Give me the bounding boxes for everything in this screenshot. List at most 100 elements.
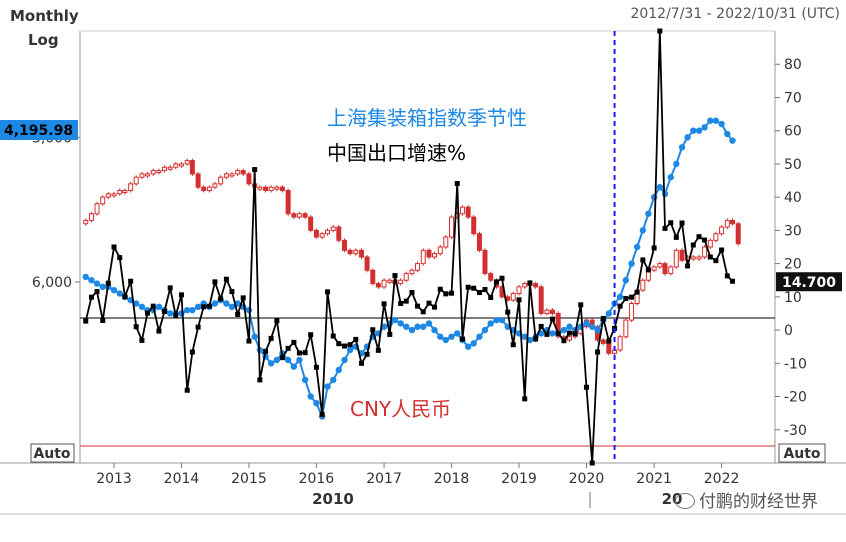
cny-candle (409, 269, 415, 275)
container-index-point (420, 323, 427, 330)
cny-candle (398, 279, 404, 285)
cny-series (83, 158, 741, 356)
container-index-point (437, 333, 444, 340)
container-index-point (403, 323, 410, 330)
export-growth-point (206, 303, 212, 309)
export-growth-point (308, 332, 314, 338)
cny-candle (522, 283, 528, 288)
x-tick-label: 2019 (501, 471, 537, 487)
container-index-point (724, 130, 731, 138)
container-index-point (223, 300, 230, 307)
cny-candle (555, 312, 561, 338)
right-tick-label: 60 (784, 124, 802, 140)
export-growth-point (606, 338, 612, 344)
cny-candle (623, 319, 629, 338)
cny-candle (729, 219, 735, 225)
right-tick-label: 30 (784, 223, 802, 239)
cny-candle (195, 173, 201, 188)
container-index-point (324, 383, 331, 390)
export-growth-point (381, 301, 387, 307)
right-auto-button[interactable] (778, 443, 826, 463)
export-growth-point (449, 290, 455, 296)
cny-candle (690, 256, 696, 260)
cny-candle (218, 176, 224, 185)
container-index-point (245, 306, 253, 314)
left-auto-button[interactable] (30, 443, 75, 463)
cny-candle (476, 233, 482, 251)
cny-candle (662, 263, 668, 275)
export-growth-point (629, 294, 635, 300)
cny-candle (173, 163, 179, 168)
cny-candle (640, 279, 646, 291)
container-index-point (307, 393, 314, 400)
export-growth-point (471, 285, 477, 291)
export-growth-point (370, 327, 376, 333)
cny-candle (229, 173, 235, 177)
cny-candle (206, 186, 212, 192)
export-growth-point (161, 308, 167, 314)
export-growth-point (387, 331, 393, 337)
cny-candle (133, 176, 139, 185)
cny-candle (387, 279, 393, 283)
export-growth-point (173, 313, 179, 319)
export-growth-point (673, 234, 679, 240)
cny-candle (696, 256, 702, 260)
cny-candle (139, 173, 145, 178)
export-growth-point (313, 364, 319, 370)
cny-candle (657, 263, 663, 268)
container-index-point (391, 316, 399, 324)
export-growth-point (533, 336, 539, 342)
cny-candle (533, 283, 539, 288)
export-growth-point (420, 309, 426, 315)
container-index-point (712, 117, 720, 124)
cny-candle (510, 293, 516, 301)
export-growth-point (229, 289, 235, 295)
cny-candle (415, 263, 421, 271)
cny-candle (150, 170, 156, 175)
cny-candle (353, 249, 359, 255)
cny-candle (240, 170, 246, 175)
right-value-badge-text: 14.700 (782, 275, 836, 291)
cny-candle (437, 246, 443, 255)
export-growth-point (279, 355, 285, 361)
container-index-point (414, 323, 421, 330)
export-growth-point (94, 289, 100, 295)
container-index-point (431, 326, 438, 334)
cny-candle (359, 249, 365, 258)
export-growth-point (707, 254, 713, 260)
left-value-badge (0, 120, 78, 140)
cny-candle (257, 186, 263, 190)
export-growth-point (713, 258, 719, 264)
export-growth-point (156, 328, 162, 334)
x-tick-label: 2013 (96, 471, 132, 487)
export-growth-point (353, 336, 359, 342)
right-tick-label: 80 (784, 57, 802, 73)
container-index-point (194, 303, 202, 311)
x-tick-label: 2021 (636, 471, 672, 487)
decade-label: 2010 (312, 490, 354, 508)
container-index-point (605, 310, 613, 317)
cny-candle (161, 166, 167, 172)
export-growth-point (336, 341, 342, 347)
container-index-point (341, 356, 348, 364)
cny-candle (443, 236, 449, 248)
export-growth-point (679, 220, 685, 226)
export-growth-point (443, 291, 449, 297)
export-growth-point (459, 336, 465, 342)
cny-candle (274, 186, 280, 190)
x-tick-label: 2020 (569, 471, 605, 487)
export-growth-point (437, 286, 443, 292)
export-growth-point (274, 318, 280, 324)
x-tick-label: 2015 (231, 471, 267, 487)
cny-candle (285, 190, 291, 215)
watermark: 付鹏的财经世界 (675, 487, 818, 512)
export-growth-point (432, 304, 438, 310)
cny-candle (420, 249, 426, 265)
export-growth-point (549, 316, 555, 322)
export-growth-point (291, 339, 297, 345)
export-growth-point (505, 309, 511, 315)
export-growth-point (634, 289, 640, 295)
container-index-point (684, 134, 691, 141)
cny-candle (471, 216, 477, 235)
